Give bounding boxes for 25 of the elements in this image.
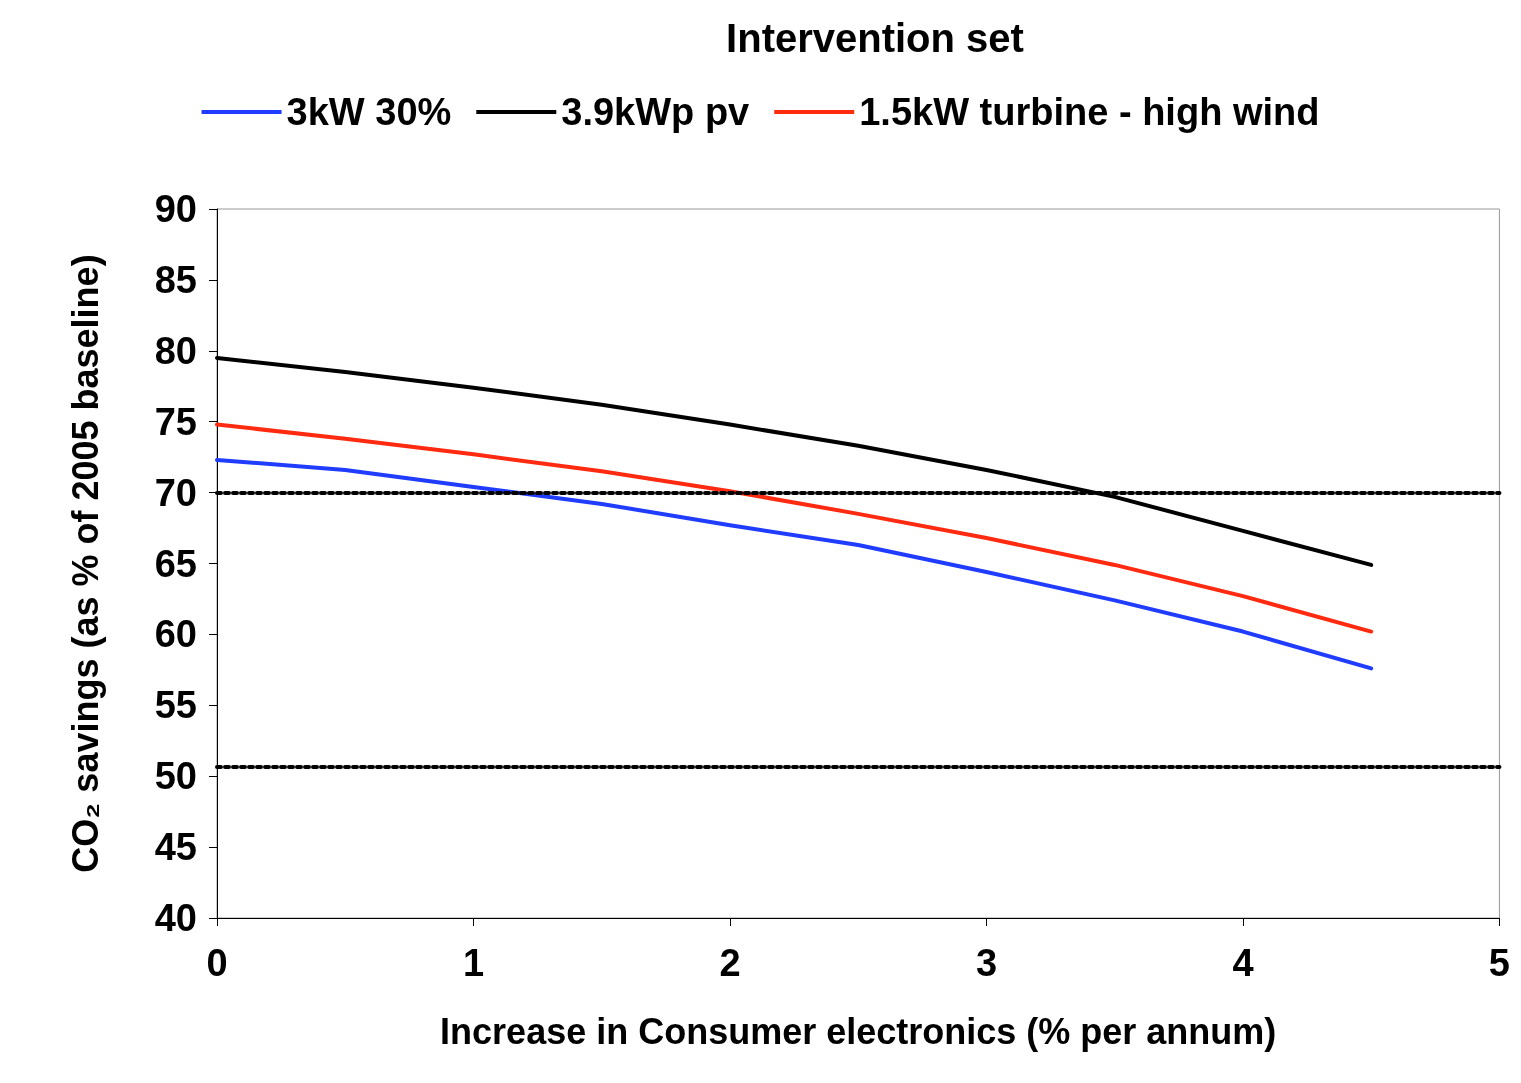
legend-title: Intervention set <box>726 16 1024 60</box>
y-tick-label: 75 <box>154 400 197 443</box>
y-tick-label: 50 <box>154 755 197 798</box>
y-tick-label: 65 <box>154 542 197 585</box>
x-tick-label: 4 <box>1232 942 1254 984</box>
y-tick-label: 85 <box>154 258 197 301</box>
y-tick-label: 70 <box>154 471 197 514</box>
y-tick-label: 45 <box>154 826 197 869</box>
x-tick-label: 0 <box>206 942 228 984</box>
y-tick-label: 80 <box>154 329 197 372</box>
x-axis-title: Increase in Consumer electronics (% per annum) <box>440 1010 1277 1052</box>
line-series <box>215 422 1374 634</box>
y-tick-label: 90 <box>154 188 197 230</box>
x-tick-label: 5 <box>1488 942 1510 984</box>
x-tick-label: 1 <box>462 942 485 984</box>
legend-label: 1.5kW turbine - high wind <box>859 91 1320 133</box>
x-tick-label: 2 <box>719 942 741 984</box>
y-axis-title: CO₂ savings (as % of 2005 baseline) <box>64 254 106 873</box>
legend-label: 3.9kWp pv <box>561 91 750 133</box>
line-series <box>215 457 1374 671</box>
legend-label: 3kW 30% <box>286 91 452 133</box>
y-tick-label: 55 <box>154 684 197 727</box>
y-tick-label: 40 <box>154 897 197 939</box>
x-tick-label: 3 <box>975 942 998 984</box>
y-tick-label: 60 <box>154 613 197 656</box>
